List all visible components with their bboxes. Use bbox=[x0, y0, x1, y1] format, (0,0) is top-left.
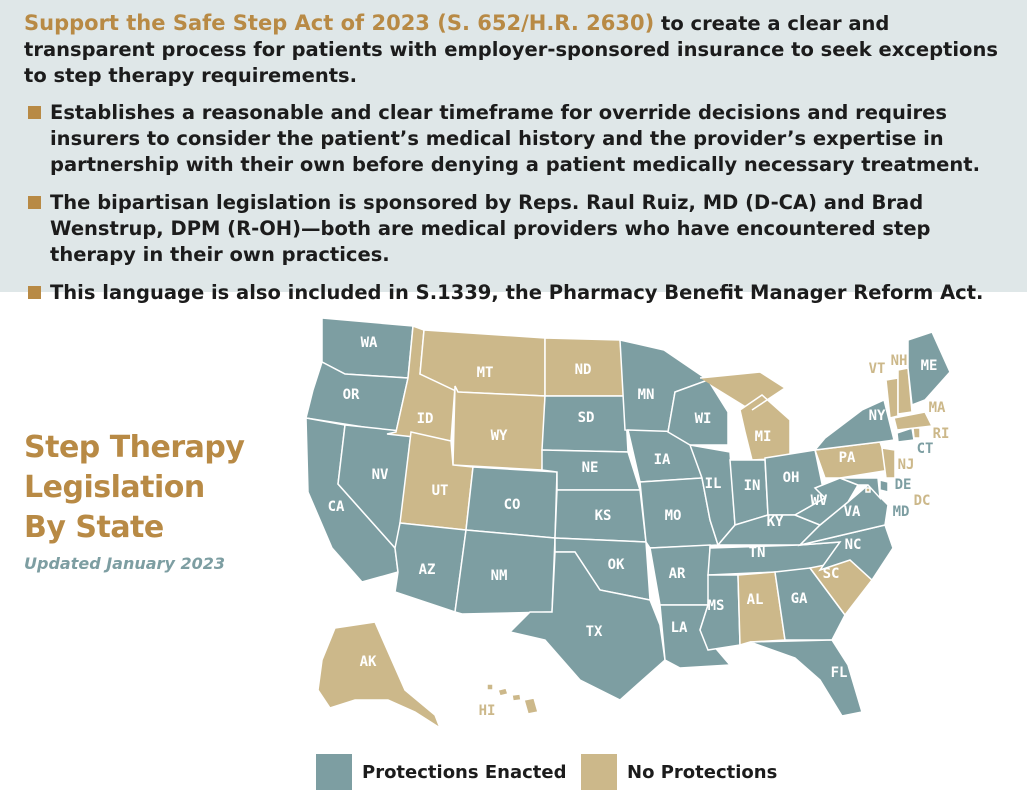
state-label-mo: MO bbox=[665, 508, 682, 524]
legend-swatch-none bbox=[581, 754, 617, 790]
bullet-square-icon bbox=[28, 286, 41, 299]
bullet-item: This language is also included in S.1339… bbox=[28, 280, 1003, 306]
state-label-il: IL bbox=[705, 476, 722, 492]
state-label-ca: CA bbox=[328, 499, 345, 515]
state-label-mn: MN bbox=[638, 387, 655, 403]
state-ME bbox=[907, 331, 951, 407]
state-label-nh: NH bbox=[891, 353, 908, 369]
state-label-fl: FL bbox=[831, 665, 848, 681]
bullet-item: Establishes a reasonable and clear timef… bbox=[28, 100, 1003, 178]
state-label-pa: PA bbox=[839, 450, 856, 466]
state-label-ia: IA bbox=[654, 452, 671, 468]
state-NM bbox=[454, 529, 556, 615]
state-label-me: ME bbox=[921, 358, 938, 374]
headline: Support the Safe Step Act of 2023 (S. 65… bbox=[24, 10, 1009, 89]
map-title-line1: Step Therapy bbox=[24, 430, 245, 465]
state-label-al: AL bbox=[747, 592, 764, 608]
state-label-oh: OH bbox=[783, 470, 800, 486]
state-label-ok: OK bbox=[608, 557, 625, 573]
headline-highlight: Support the Safe Step Act of 2023 (S. 65… bbox=[24, 11, 655, 35]
state-label-id: ID bbox=[417, 411, 434, 427]
state-TX bbox=[508, 551, 666, 701]
updated-date: Updated January 2023 bbox=[24, 554, 225, 573]
map-title-line3: By State bbox=[24, 510, 164, 545]
map-title: Step Therapy Legislation By State bbox=[24, 428, 264, 548]
state-NC bbox=[799, 524, 894, 582]
state-DC bbox=[865, 487, 871, 493]
state-VT bbox=[885, 377, 899, 419]
summary-panel: Support the Safe Step Act of 2023 (S. 65… bbox=[0, 0, 1027, 304]
state-label-nm: NM bbox=[491, 568, 508, 584]
state-label-nd: ND bbox=[575, 362, 592, 378]
bullet-square-icon bbox=[28, 106, 41, 119]
state-HI bbox=[486, 683, 539, 715]
state-label-dc: DC bbox=[914, 493, 931, 509]
state-NJ bbox=[881, 447, 896, 479]
state-label-ks: KS bbox=[595, 508, 612, 524]
state-label-vt: VT bbox=[869, 361, 886, 377]
state-label-ny: NY bbox=[869, 408, 886, 424]
state-MA bbox=[893, 411, 934, 431]
legend-label-none: No Protections bbox=[627, 761, 778, 783]
state-label-mt: MT bbox=[477, 365, 494, 381]
state-AK bbox=[317, 621, 442, 730]
state-label-ct: CT bbox=[917, 441, 934, 457]
state-MD bbox=[839, 477, 881, 501]
state-label-ms: MS bbox=[708, 598, 725, 614]
state-label-tx: TX bbox=[586, 624, 603, 640]
state-GA bbox=[774, 567, 846, 641]
legend-item-enacted: Protections Enacted bbox=[316, 754, 566, 790]
state-label-ak: AK bbox=[360, 654, 377, 670]
state-NY bbox=[813, 398, 895, 451]
legend-swatch-enacted bbox=[316, 754, 352, 790]
bullet-text: The bipartisan legislation is sponsored … bbox=[50, 191, 931, 266]
state-label-nc: NC bbox=[845, 537, 862, 553]
state-label-tn: TN bbox=[749, 545, 766, 561]
state-label-hi: HI bbox=[479, 703, 496, 719]
state-label-wv: WV bbox=[811, 493, 828, 509]
state-DE bbox=[879, 479, 889, 493]
state-label-ri: RI bbox=[933, 426, 950, 442]
us-map: WA OR CA NV ID MT WY UT CO AZ NM ND SD NE KS OK TX MN IA MO… bbox=[305, 317, 951, 730]
state-label-nj: NJ bbox=[898, 457, 915, 473]
state-label-de: DE bbox=[895, 477, 912, 493]
state-label-md: MD bbox=[893, 504, 910, 520]
state-label-or: OR bbox=[343, 387, 360, 403]
map-title-line2: Legislation bbox=[24, 470, 205, 505]
state-label-sd: SD bbox=[578, 410, 595, 426]
state-label-sc: SC bbox=[823, 566, 840, 582]
state-WY bbox=[452, 385, 546, 471]
state-label-layer: WA OR CA NV ID MT WY UT CO AZ NM ND SD NE KS OK TX MN IA MO… bbox=[328, 335, 950, 719]
state-CT bbox=[896, 427, 915, 443]
state-label-ut: UT bbox=[432, 483, 449, 499]
state-label-mi: MI bbox=[755, 429, 772, 445]
headline-rest: to create a clear and transparent proces… bbox=[24, 12, 998, 87]
legend-item-none: No Protections bbox=[581, 754, 777, 790]
state-label-la: LA bbox=[671, 620, 688, 636]
bullet-item: The bipartisan legislation is sponsored … bbox=[28, 190, 1003, 268]
bullet-text: Establishes a reasonable and clear timef… bbox=[50, 101, 981, 176]
state-label-wa: WA bbox=[361, 335, 378, 351]
legend-label-enacted: Protections Enacted bbox=[362, 761, 567, 783]
state-label-va: VA bbox=[844, 504, 861, 520]
bullet-list: Establishes a reasonable and clear timef… bbox=[28, 100, 1003, 318]
state-label-wi: WI bbox=[695, 411, 712, 427]
state-label-co: CO bbox=[504, 497, 521, 513]
state-RI bbox=[912, 427, 921, 439]
state-label-wy: WY bbox=[491, 428, 508, 444]
state-label-nv: NV bbox=[372, 467, 389, 483]
state-label-ne: NE bbox=[582, 460, 599, 476]
state-label-az: AZ bbox=[419, 562, 436, 578]
state-label-ky: KY bbox=[767, 514, 784, 530]
state-label-ar: AR bbox=[669, 566, 686, 582]
state-label-ga: GA bbox=[791, 591, 808, 607]
state-label-in: IN bbox=[744, 478, 761, 494]
bullet-square-icon bbox=[28, 196, 41, 209]
legend: Protections Enacted No Protections bbox=[0, 754, 1027, 794]
state-FL bbox=[749, 639, 863, 717]
state-label-ma: MA bbox=[929, 400, 946, 416]
bullet-text: This language is also included in S.1339… bbox=[50, 281, 984, 304]
